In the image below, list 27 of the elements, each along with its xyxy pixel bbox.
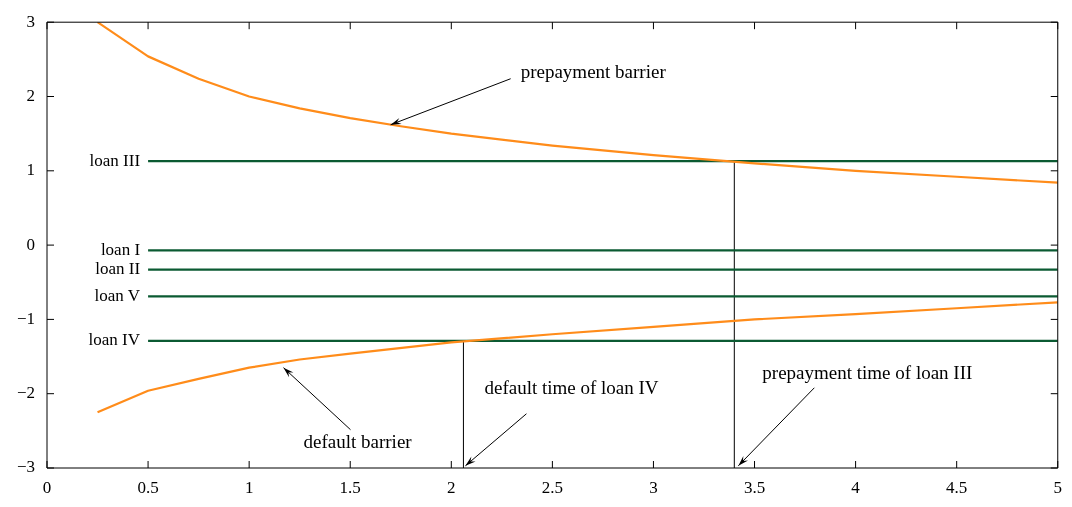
annotation: prepayment barrier: [520, 60, 667, 82]
series-label: loan IV: [88, 330, 141, 350]
annotation: prepayment time of loan III: [762, 361, 973, 383]
x-tick-label: 2: [447, 477, 456, 497]
y-tick-label: −3: [16, 457, 35, 477]
y-tick-label: −2: [16, 383, 35, 403]
annotation: default barrier: [303, 430, 413, 452]
x-tick-label: 3.5: [743, 477, 766, 497]
x-tick-label: 4: [851, 477, 861, 497]
y-tick-label: 0: [26, 234, 35, 254]
x-tick-label: 0.5: [137, 477, 159, 497]
x-tick-label: 5: [1053, 477, 1062, 497]
series-label: loan V: [94, 285, 141, 305]
y-tick-label: 2: [26, 85, 35, 105]
series-label: loan III: [89, 150, 141, 170]
x-tick-label: 3: [649, 477, 658, 497]
y-tick-label: −1: [16, 308, 35, 328]
y-tick-label: 1: [26, 160, 35, 180]
series-label: loan I: [100, 239, 141, 259]
x-tick-label: 4.5: [946, 477, 968, 497]
x-tick-label: 0: [42, 477, 52, 497]
annotation: default time of loan IV: [484, 376, 659, 398]
x-tick-label: 2.5: [541, 477, 563, 497]
series-label: loan II: [95, 259, 141, 279]
x-tick-label: 1.5: [339, 477, 361, 497]
y-tick-label: 3: [26, 11, 35, 31]
x-tick-label: 1: [244, 477, 254, 497]
